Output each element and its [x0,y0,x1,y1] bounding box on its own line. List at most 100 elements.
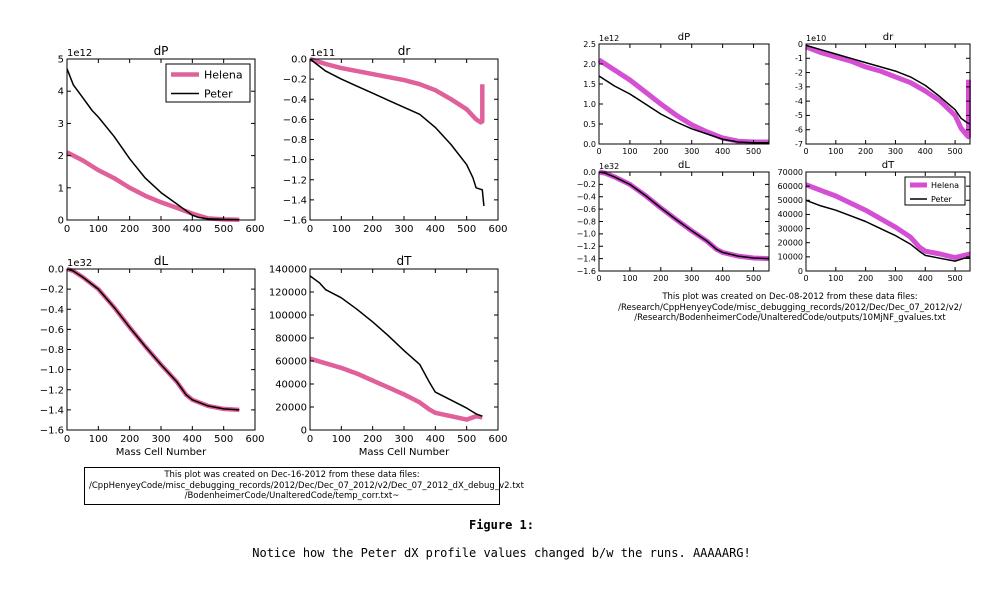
y-tick-label: −0.2 [283,75,307,86]
x-axis-label: Mass Cell Number [359,447,450,458]
y-tick-label: −0.4 [40,305,64,316]
legend: Helena Peter [904,176,966,206]
chart-title: dP [678,32,690,43]
axis-exponent-label: 1e11 [310,48,335,59]
y-tick-label: 0.0 [583,140,596,149]
y-tick-label: 0.0 [48,265,64,276]
chart-left-dL: 0 100 200 300 400 500 600 0.0 −0.2 −0.4 −0.6 −0.8 −1… [40,254,265,458]
x-tick-label: 600 [488,224,507,235]
x-tick-label: 0 [803,274,808,283]
x-tick-label: 500 [947,274,962,283]
y-tick-label: −1.2 [577,242,596,251]
right-note-line: /Research/CppHenyeyCode/misc_debugging_r… [618,302,962,313]
y-tick-label: −1.6 [283,216,307,227]
legend-label-helena: Helena [204,69,243,82]
y-tick-label: 1 [58,183,64,194]
chart-title: dr [883,32,894,43]
x-tick-label: 300 [394,224,413,235]
y-tick-label: −0.8 [40,345,64,356]
y-tick-label: -3 [795,83,803,92]
y-tick-label: −0.4 [577,193,596,202]
x-axis-label: Mass Cell Number [116,447,207,458]
y-tick-label: −0.8 [577,217,596,226]
y-tick-label: −1.2 [40,385,64,396]
y-tick-label: −1.2 [283,175,307,186]
y-tick-label: 20000 [778,239,803,248]
left-note-line: /BodenheimerCode/UnalteredCode/temp_corr… [184,491,400,501]
y-tick-label: -6 [795,126,803,135]
series-line-helena [66,266,240,413]
y-tick-label: -2 [795,68,803,77]
charts-canvas: 0 100 200 300 400 500 600 0 1 2 3 4 5 dP 1e12 Helena Pet… [40,32,971,458]
series-line-helena [597,57,769,145]
x-tick-label: 300 [394,434,413,445]
chart-right-dP: 0 100 200 300 400 500 0.0 0.5 1.0 1.5 2.0 2.5 dP 1e12 [583,32,770,156]
chart-title: dT [882,160,895,171]
y-tick-label: −1.4 [283,195,307,206]
x-tick-label: 0 [64,434,70,445]
legend: Helena Peter [165,63,251,103]
left-note-line: /CppHenyeyCode/misc_debugging_records/20… [89,480,524,491]
y-tick-label: 0.0 [583,168,596,177]
chart-left-dP: 0 100 200 300 400 500 600 0 1 2 3 4 5 dP 1e12 Helena Pet… [58,44,265,235]
y-tick-label: 0 [798,267,803,276]
y-tick-label: 2.5 [583,40,596,49]
y-tick-label: 40000 [275,380,307,391]
chart-title: dL [154,254,169,268]
y-tick-label: −0.2 [40,285,64,296]
y-tick-label: 20000 [275,403,307,414]
x-tick-label: 100 [332,224,351,235]
y-tick-label: 1.5 [583,80,596,89]
y-tick-label: 10000 [778,253,803,262]
chart-right-dL: 0 100 200 300 400 500 0.0 −0.2 −0.4 −0.6 −0.8 −1.0 −… [577,160,770,283]
series-line-peter [598,171,770,260]
y-tick-label: 120000 [269,288,307,299]
y-tick-label: 0.0 [291,55,307,66]
axis-exponent-label: 1e12 [67,48,92,59]
y-tick-label: −1.0 [40,365,64,376]
x-tick-label: 200 [363,224,382,235]
axis-exponent-label: 1e10 [806,34,826,43]
x-tick-label: 500 [457,434,476,445]
x-tick-label: 100 [89,224,108,235]
x-tick-label: 100 [89,434,108,445]
plot-frame [66,268,256,431]
y-tick-label: -5 [795,111,803,120]
axis-exponent-label: 1e32 [67,258,92,269]
left-source-note: This plot was created on Dec-16-2012 fro… [84,467,524,505]
x-tick-label: 300 [888,274,903,283]
plot-frame [309,58,499,221]
y-tick-label: 1.0 [583,100,596,109]
series-line-peter [309,275,483,417]
x-tick-label: 200 [363,434,382,445]
x-tick-label: 100 [622,274,637,283]
x-tick-label: 100 [622,147,637,156]
legend-label-peter: Peter [204,88,233,101]
y-tick-label: 4 [58,87,64,98]
x-tick-label: 500 [746,274,761,283]
plot-frame [805,171,971,272]
y-tick-label: 5 [58,55,64,66]
x-tick-label: 400 [426,434,445,445]
x-tick-label: 400 [918,274,933,283]
y-tick-label: 30000 [778,224,803,233]
x-tick-label: 500 [214,434,233,445]
figure-caption: Notice how the Peter dX profile values c… [252,546,751,560]
y-tick-label: −0.6 [40,325,64,336]
chart-left-dr: 0 100 200 300 400 500 600 0.0 −0.2 −0.4 −0.6 −0.8 −1… [283,44,508,235]
y-tick-label: 3 [58,119,64,130]
y-tick-label: −1.4 [40,405,64,416]
chart-title: dP [154,44,169,58]
series-line-peter [309,58,485,206]
x-tick-label: 300 [151,224,170,235]
y-tick-label: 2.0 [583,60,596,69]
y-tick-label: −0.6 [283,115,307,126]
series-line-helena [309,356,483,422]
x-tick-label: 0 [803,147,808,156]
x-tick-label: 200 [653,274,668,283]
y-tick-label: 60000 [778,182,803,191]
chart-right-dT: 0 100 200 300 400 500 0 10000 20000 30000 40000 500… [778,160,971,283]
y-tick-label: -4 [795,97,803,106]
plot-frame [805,43,971,145]
